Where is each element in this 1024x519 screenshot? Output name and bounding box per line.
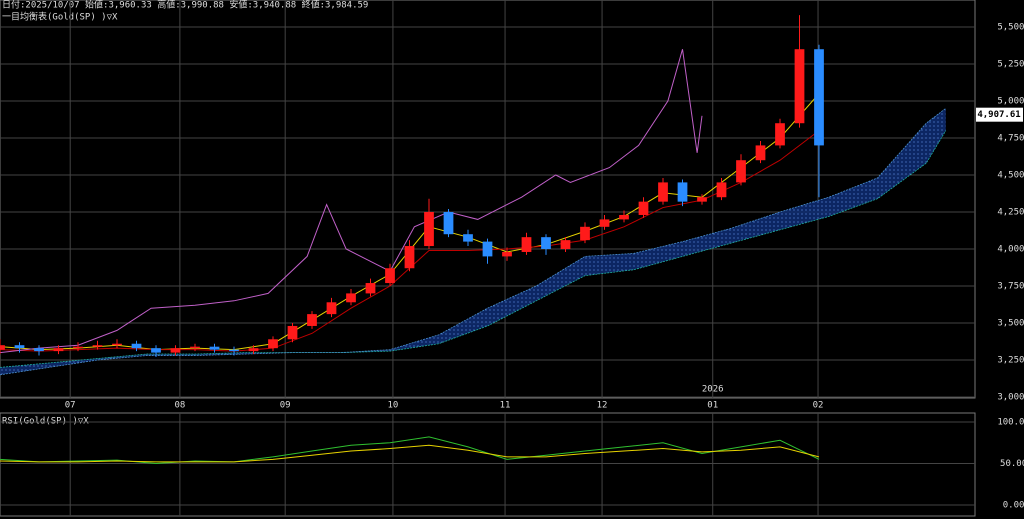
candle-body [0,345,5,350]
candle-body [268,339,278,349]
candle-body [638,201,649,215]
y-tick-label: 5,250.00 [997,60,1024,70]
candle-body [463,234,473,242]
y-tick-label: 3,500.00 [997,319,1024,329]
candle-body [560,240,571,250]
candle-body [346,293,356,303]
candle-body [92,345,103,347]
ichimoku-cloud [0,108,946,375]
year-label: 2026 [702,385,724,395]
candle-body [814,49,824,146]
candle-body [248,348,259,352]
indicator-line [0,436,820,465]
rsi-panel [0,412,976,517]
y-tick-label: 4,500.00 [997,171,1024,181]
candle-body [112,343,122,346]
y-tick-label: 4,000.00 [997,245,1024,255]
candle-body [599,219,610,227]
candle-body [53,348,64,352]
x-tick-label: 11 [500,401,511,411]
candle-body [307,314,317,326]
candle-body [775,123,785,146]
y-tick-label: 5,000.00 [997,97,1024,107]
candle-body [716,182,727,198]
candle-body [755,145,766,161]
candle-body [619,214,629,220]
candle-body [287,325,298,340]
candle-body [736,160,746,183]
candle-body [404,246,415,269]
price-marker [976,107,1023,122]
candle-body [502,251,512,257]
header-info: 日付:2025/10/07 始値:3,960.33 高値:3,990.88 安値… [2,0,368,11]
y-tick-label: 0.0000 [1003,501,1024,511]
x-tick-label: 09 [280,401,291,411]
candle-body [34,348,44,352]
candle-body [326,302,337,315]
cloud-span-line [0,130,947,368]
x-tick-label: 02 [813,401,824,411]
candle-body [131,343,142,349]
candle-body [73,346,83,349]
y-tick-label: 3,250.00 [997,356,1024,366]
y-tick-label: 3,750.00 [997,282,1024,292]
candle-body [14,345,25,349]
y-tick-label: 5,500.00 [997,23,1024,33]
indicator-line [0,93,820,351]
indicator-line [0,444,820,463]
candle-body [385,268,395,284]
candle-body [365,283,376,294]
y-tick-label: 3,000.00 [997,393,1024,403]
candle-body [580,226,590,241]
candle-body [658,182,668,202]
candle-body [482,241,493,257]
price-marker-label: 4,907.61 [977,110,1020,120]
y-tick-label: 50.0000 [1000,459,1024,469]
cloud-span-line [0,108,946,376]
main-panel [0,0,976,399]
y-tick-label: 4,250.00 [997,208,1024,218]
candle-body [151,348,161,353]
x-tick-label: 12 [597,401,608,411]
x-tick-label: 01 [707,401,718,411]
indicator-line [0,49,703,354]
candle-body [190,346,200,349]
candle-body [697,197,707,202]
x-tick-label: 07 [65,401,76,411]
candle-body [541,237,551,250]
candle-body [229,349,239,352]
candle-body [521,237,532,252]
x-tick-label: 10 [388,401,399,411]
candle-body [209,346,220,350]
candle-body [170,348,181,353]
candle-body [677,182,688,202]
y-tick-label: 4,750.00 [997,134,1024,144]
x-tick-label: 08 [174,401,185,411]
y-tick-label: 100.0000 [997,417,1024,427]
candle-body [424,212,434,247]
indicator-label[interactable]: 一目均衡表(Gold(SP) )▽X [2,11,118,23]
candle-body [443,212,454,235]
candle-body [794,49,805,124]
